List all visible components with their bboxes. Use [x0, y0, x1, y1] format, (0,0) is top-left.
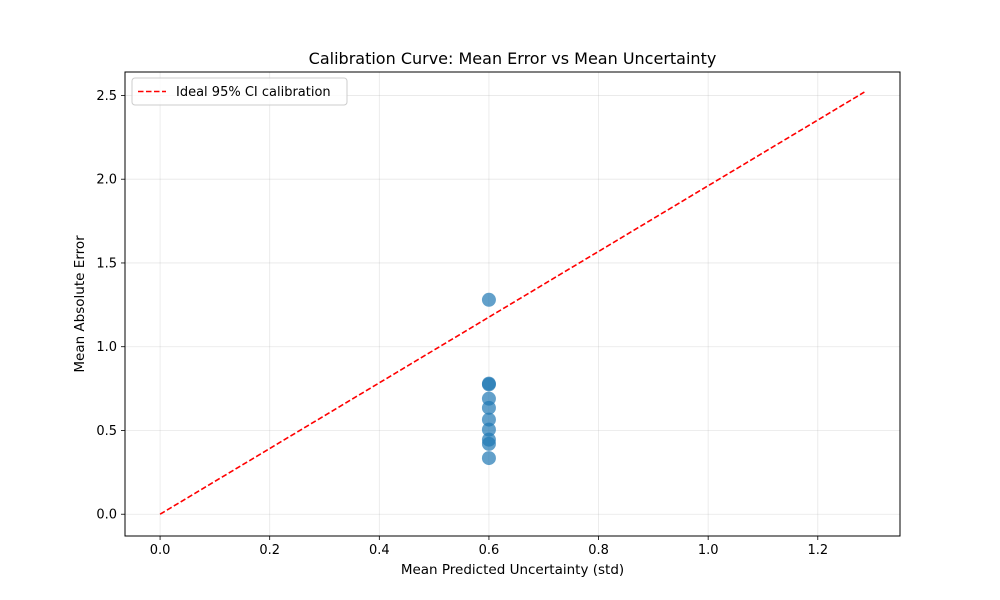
- x-tick-label: 0.4: [369, 543, 390, 558]
- x-tick-label: 0.0: [150, 543, 171, 558]
- legend: Ideal 95% CI calibration: [131, 77, 348, 106]
- x-tick-label: 1.0: [698, 543, 719, 558]
- data-point: [481, 451, 496, 466]
- x-tick-label: 0.8: [588, 543, 609, 558]
- y-axis-ticks: 0.0 0.5 1.0 1.5 2.0 2.5: [96, 89, 125, 523]
- x-axis-label: Mean Predicted Uncertainty (std): [401, 562, 624, 578]
- y-tick-label: 2.0: [96, 173, 117, 188]
- x-tick-label: 1.2: [807, 543, 828, 558]
- data-point: [481, 412, 496, 427]
- data-point: [481, 400, 496, 415]
- grid-lines: [125, 72, 900, 536]
- plot-area-frame: [124, 71, 901, 537]
- y-axis-label: Mean Absolute Error: [72, 235, 88, 373]
- data-point: [481, 436, 496, 451]
- y-tick-label: 2.5: [96, 89, 117, 104]
- y-tick-label: 0.0: [96, 508, 117, 523]
- data-point: [481, 422, 496, 437]
- data-point: [481, 292, 496, 307]
- y-tick-label: 0.5: [96, 424, 117, 439]
- scatter-points: [481, 292, 496, 466]
- reference-line-layer: [159, 91, 865, 515]
- y-tick-label: 1.5: [96, 256, 117, 271]
- ideal-calibration-line: [159, 91, 865, 515]
- chart-title: Calibration Curve: Mean Error vs Mean Un…: [309, 49, 717, 68]
- data-point: [481, 377, 496, 392]
- x-tick-label: 0.6: [479, 543, 500, 558]
- legend-box: [131, 77, 348, 106]
- legend-label: Ideal 95% CI calibration: [176, 85, 331, 100]
- x-tick-label: 0.2: [259, 543, 280, 558]
- y-tick-label: 1.0: [96, 340, 117, 355]
- x-axis-ticks: 0.0 0.2 0.4 0.6 0.8 1.0 1.2: [150, 536, 828, 558]
